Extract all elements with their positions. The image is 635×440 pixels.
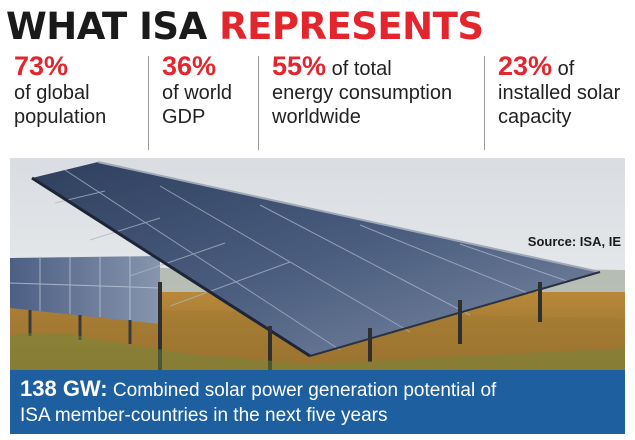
stat-text: of total	[326, 58, 392, 80]
stat-percent: 55%	[272, 54, 327, 81]
stat-percent: 23%	[498, 54, 553, 81]
stat-percent: 73%	[14, 54, 69, 81]
headline: WHAT ISA REPRESENTS	[6, 4, 484, 50]
headline-part1: WHAT ISA	[6, 5, 220, 48]
banner-text: Combined solar power generation potentia…	[107, 380, 497, 401]
stats-row: 73% of global population 36% of world GD…	[0, 54, 635, 157]
banner-text: ISA member-countries in the next five ye…	[20, 405, 388, 426]
stat-text: energy consumption	[272, 82, 453, 104]
stat-text: GDP	[162, 106, 206, 128]
stat-divider	[258, 56, 259, 150]
stat-text: of	[552, 58, 575, 80]
stat-solar-capacity: 23% of installed solar capacity	[488, 54, 635, 157]
stat-text: of world	[162, 82, 233, 104]
stat-population: 73% of global population	[4, 54, 144, 157]
stat-text: worldwide	[272, 106, 361, 128]
solar-panels-illustration	[10, 158, 625, 370]
stat-percent: 36%	[162, 54, 217, 81]
stat-text: capacity	[498, 106, 572, 128]
source-credit: Source: ISA, IE	[527, 234, 621, 249]
stat-divider	[484, 56, 485, 150]
summary-banner: 138 GW: Combined solar power generation …	[10, 370, 625, 434]
solar-panels-photo: Source: ISA, IE	[10, 158, 625, 370]
stat-divider	[148, 56, 149, 150]
stat-text: of global	[14, 82, 90, 104]
stat-text: population	[14, 106, 107, 128]
stat-text: installed solar	[498, 82, 621, 104]
stat-gdp: 36% of world GDP	[152, 54, 256, 157]
banner-value: 138 GW:	[20, 376, 108, 401]
headline-part2: REPRESENTS	[219, 5, 484, 48]
stat-energy: 55% of total energy consumption worldwid…	[262, 54, 480, 157]
